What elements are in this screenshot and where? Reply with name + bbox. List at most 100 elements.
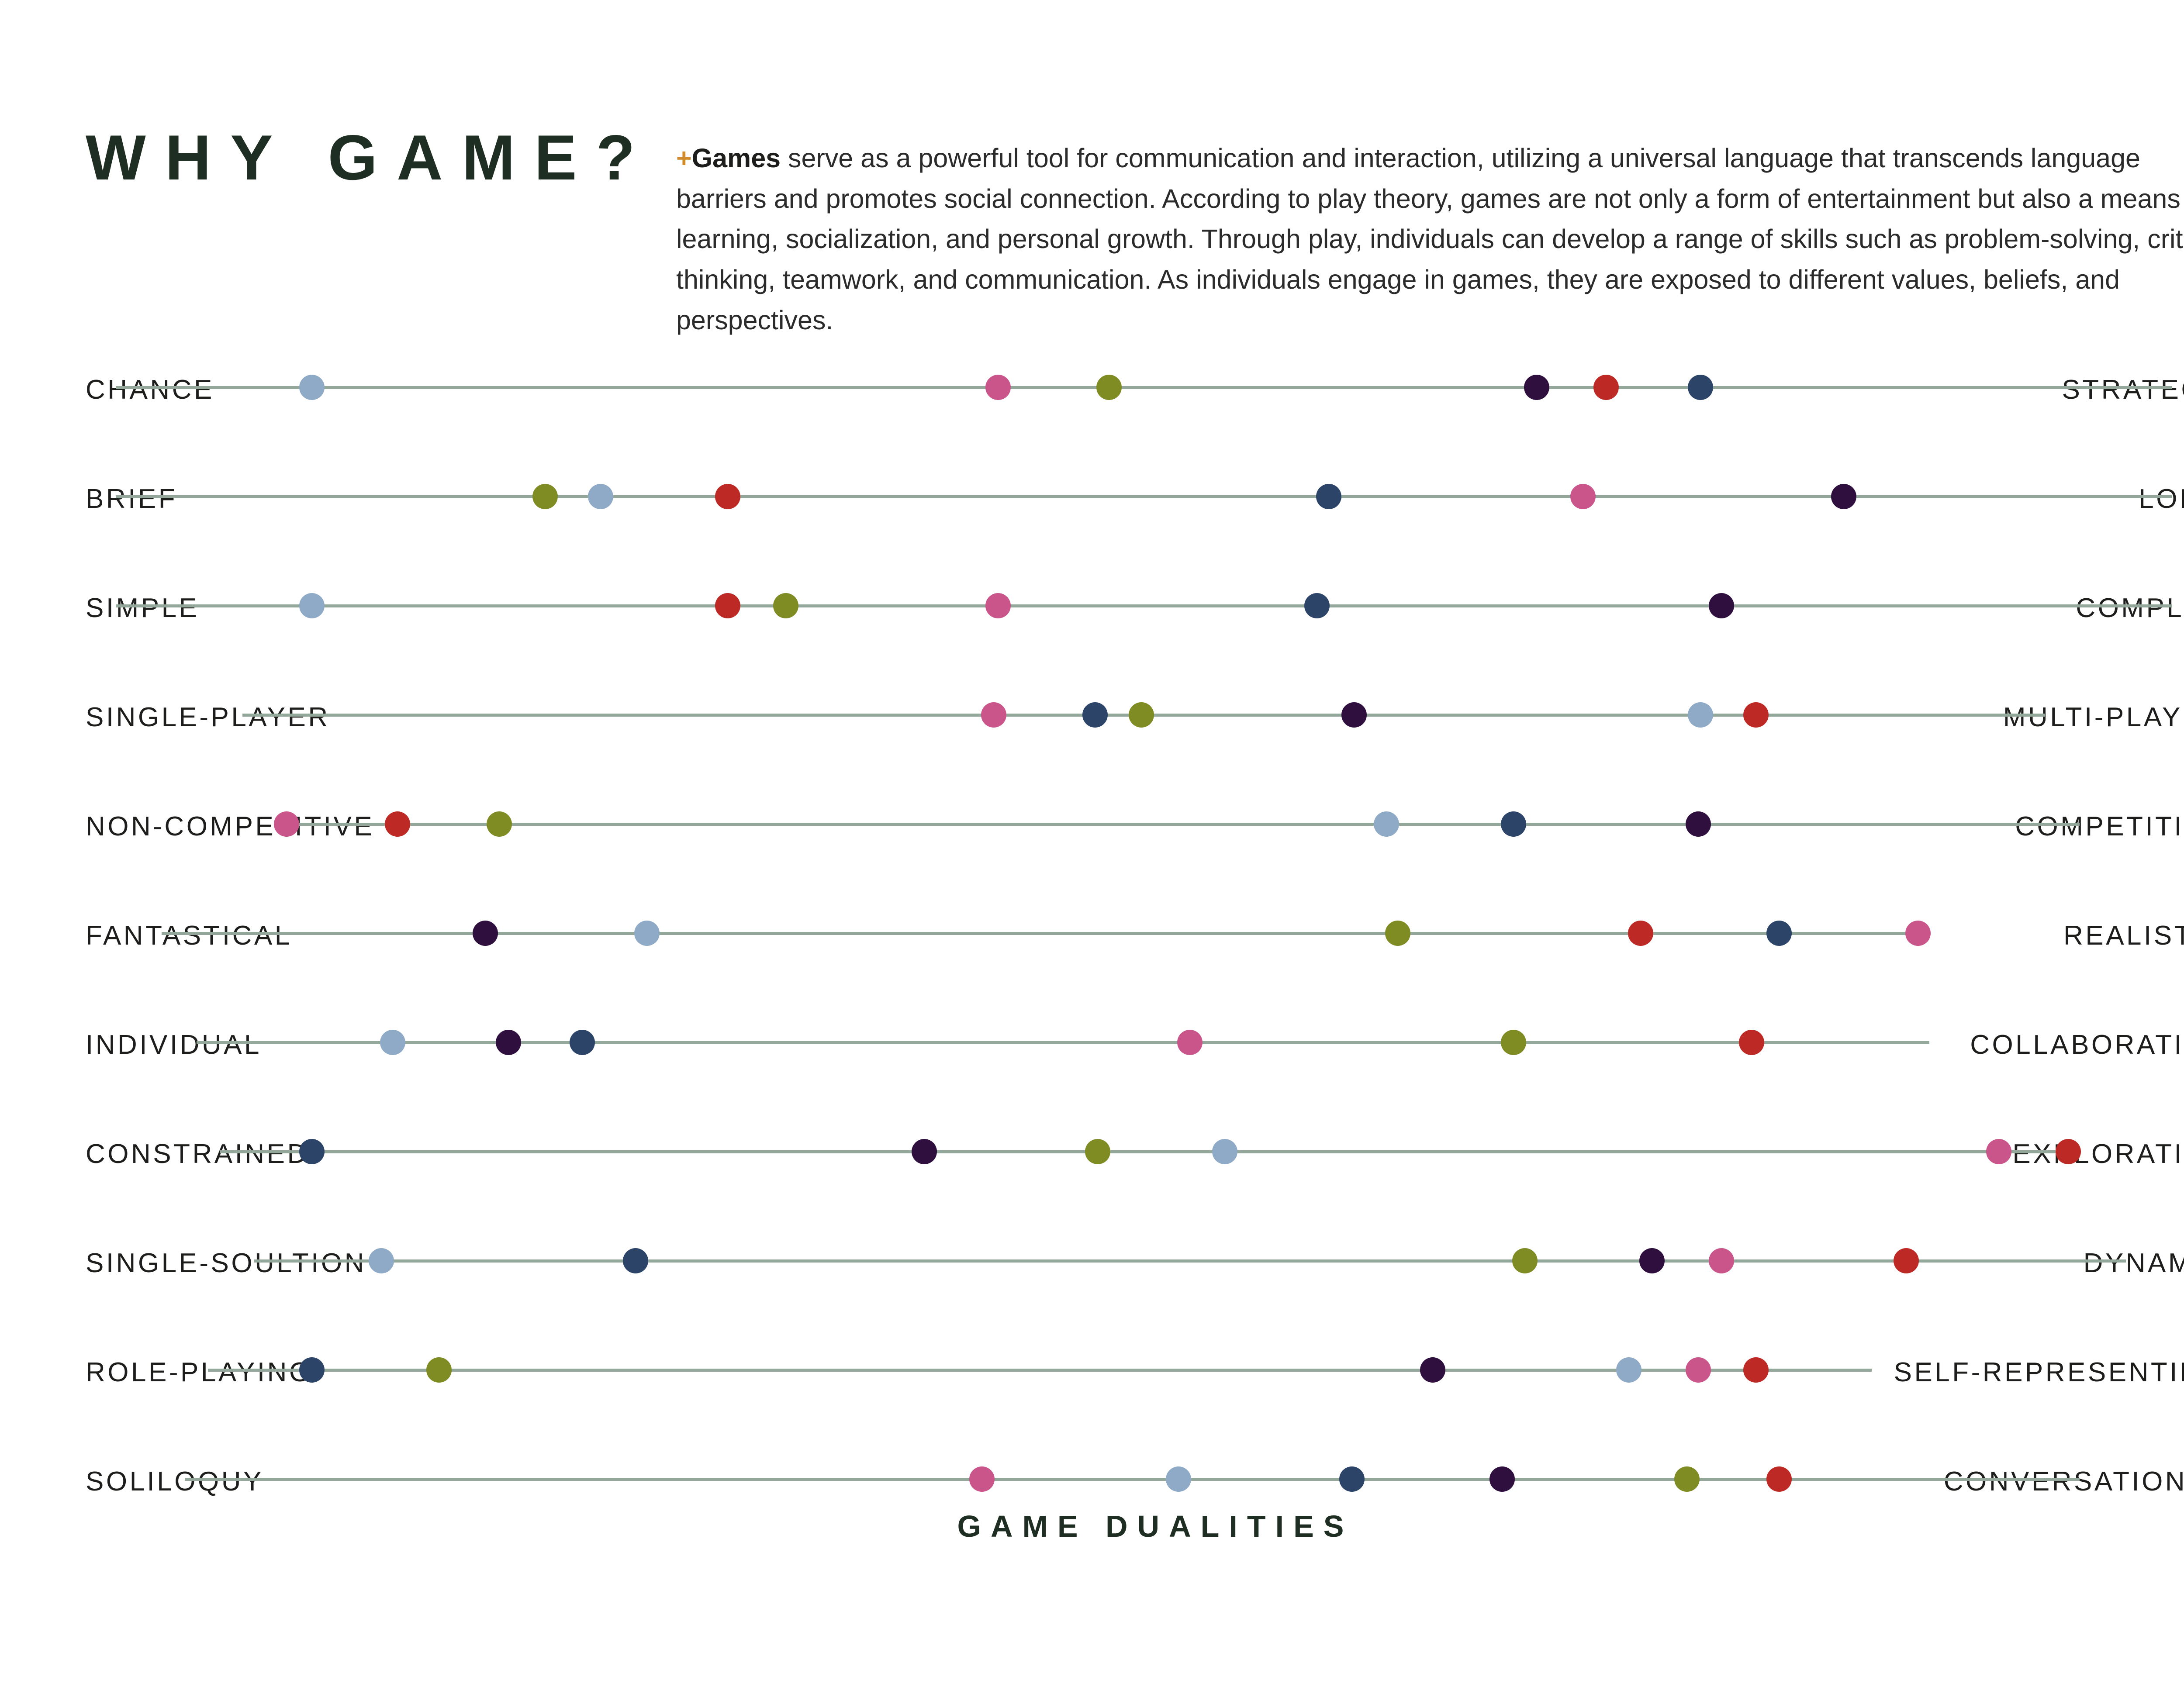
data-point-dot[interactable] [912,1139,937,1164]
data-point-dot[interactable] [570,1030,595,1055]
data-point-dot[interactable] [1593,375,1619,400]
data-point-dot[interactable] [532,484,558,509]
data-point-dot[interactable] [1374,811,1399,837]
duality-left-label: SIMPLE [86,593,200,623]
duality-right-label: SELF-REPRESENTING [1894,1357,2184,1387]
duality-axis-line [115,604,2172,607]
duality-row: NON-COMPETITIVE COMPETITIVE [0,769,2184,878]
duality-left-label: BRIEF [86,484,178,514]
duality-left-label: SINGLE-SOULTION [86,1248,366,1278]
data-point-dot[interactable] [472,921,498,946]
data-point-dot[interactable] [773,593,798,618]
data-point-dot[interactable] [299,1357,325,1383]
data-point-dot[interactable] [1831,484,1857,509]
data-point-dot[interactable] [1639,1248,1665,1273]
duality-axis-line [219,1150,2080,1153]
duality-left-label: INDIVIDUAL [86,1030,262,1060]
data-point-dot[interactable] [1304,593,1330,618]
data-point-dot[interactable] [384,811,410,837]
data-point-dot[interactable] [1688,702,1714,728]
data-point-dot[interactable] [495,1030,521,1055]
duality-row: FANTASTICAL REALISTIC [0,878,2184,987]
data-point-dot[interactable] [1709,1248,1735,1273]
data-point-dot[interactable] [1686,1357,1711,1383]
data-point-dot[interactable] [1766,921,1792,946]
data-point-dot[interactable] [1165,1466,1191,1492]
data-point-dot[interactable] [1096,375,1122,400]
duality-axis-line [162,932,1907,935]
duality-right-label: LONG [2139,484,2184,514]
duality-row: BRIEF LONG [0,441,2184,550]
intro-lead: Games [691,143,781,173]
data-point-dot[interactable] [1766,1466,1792,1492]
data-point-dot[interactable] [969,1466,995,1492]
data-point-dot[interactable] [1616,1357,1642,1383]
data-point-dot[interactable] [1500,1030,1526,1055]
data-point-dot[interactable] [715,484,741,509]
data-point-dot[interactable] [1177,1030,1203,1055]
duality-row: SIMPLE COMPLEX [0,550,2184,659]
duality-left-label: NON-COMPETITIVE [86,811,375,842]
data-point-dot[interactable] [1905,921,1931,946]
data-point-dot[interactable] [299,375,325,400]
data-point-dot[interactable] [985,375,1011,400]
data-point-dot[interactable] [1709,593,1735,618]
data-point-dot[interactable] [981,702,1006,728]
data-point-dot[interactable] [1674,1466,1700,1492]
duality-right-label: EXPLORATIVE [2012,1139,2184,1169]
data-point-dot[interactable] [1570,484,1596,509]
duality-left-label: SOLILOQUY [86,1466,264,1497]
data-point-dot[interactable] [1085,1139,1110,1164]
data-point-dot[interactable] [1385,921,1411,946]
data-point-dot[interactable] [985,593,1011,618]
data-point-dot[interactable] [1894,1248,1919,1273]
duality-row: CONSTRAINED EXPLORATIVE [0,1096,2184,1205]
duality-right-label: STRATEGY [2062,375,2184,405]
duality-row: ROLE-PLAYING SELF-REPRESENTING [0,1314,2184,1424]
data-point-dot[interactable] [1686,811,1711,837]
duality-row: INDIVIDUAL COLLABORATIVE [0,987,2184,1096]
game-dualities-chart: CHANCE STRATEGY BRIEF LONG SIMPLE COMPLEX SING… [0,332,2184,1511]
data-point-dot[interactable] [715,593,741,618]
duality-left-label: CONSTRAINED [86,1139,309,1169]
intro-body: serve as a powerful tool for communicati… [676,143,2184,335]
data-point-dot[interactable] [1129,702,1154,728]
data-point-dot[interactable] [588,484,614,509]
data-point-dot[interactable] [1512,1248,1538,1273]
data-point-dot[interactable] [1743,702,1769,728]
data-point-dot[interactable] [622,1248,648,1273]
data-point-dot[interactable] [299,1139,325,1164]
data-point-dot[interactable] [273,811,299,837]
duality-axis-line [208,1369,1872,1372]
data-point-dot[interactable] [1986,1139,2011,1164]
data-point-dot[interactable] [426,1357,452,1383]
intro-paragraph: +Games serve as a powerful tool for comm… [676,138,2184,341]
data-point-dot[interactable] [1628,921,1653,946]
duality-right-label: DYNAMIC [2083,1248,2184,1278]
duality-left-label: ROLE-PLAYING [86,1357,313,1387]
data-point-dot[interactable] [634,921,660,946]
duality-row: SINGLE-PLAYER MULTI-PLAYER [0,659,2184,769]
duality-axis-line [185,1478,2080,1481]
data-point-dot[interactable] [1212,1139,1237,1164]
duality-row: CHANCE STRATEGY [0,332,2184,441]
data-point-dot[interactable] [1316,484,1341,509]
duality-right-label: COMPLEX [2076,593,2184,623]
data-point-dot[interactable] [1688,375,1714,400]
data-point-dot[interactable] [1524,375,1549,400]
data-point-dot[interactable] [1738,1030,1764,1055]
data-point-dot[interactable] [1420,1357,1445,1383]
data-point-dot[interactable] [1489,1466,1515,1492]
duality-left-label: CHANCE [86,375,214,405]
data-point-dot[interactable] [380,1030,406,1055]
data-point-dot[interactable] [1500,811,1526,837]
data-point-dot[interactable] [1341,702,1367,728]
data-point-dot[interactable] [2055,1139,2081,1164]
data-point-dot[interactable] [1743,1357,1769,1383]
data-point-dot[interactable] [299,593,325,618]
data-point-dot[interactable] [486,811,512,837]
data-point-dot[interactable] [1082,702,1108,728]
data-point-dot[interactable] [1339,1466,1365,1492]
duality-left-label: FANTASTICAL [86,921,292,951]
data-point-dot[interactable] [368,1248,394,1273]
